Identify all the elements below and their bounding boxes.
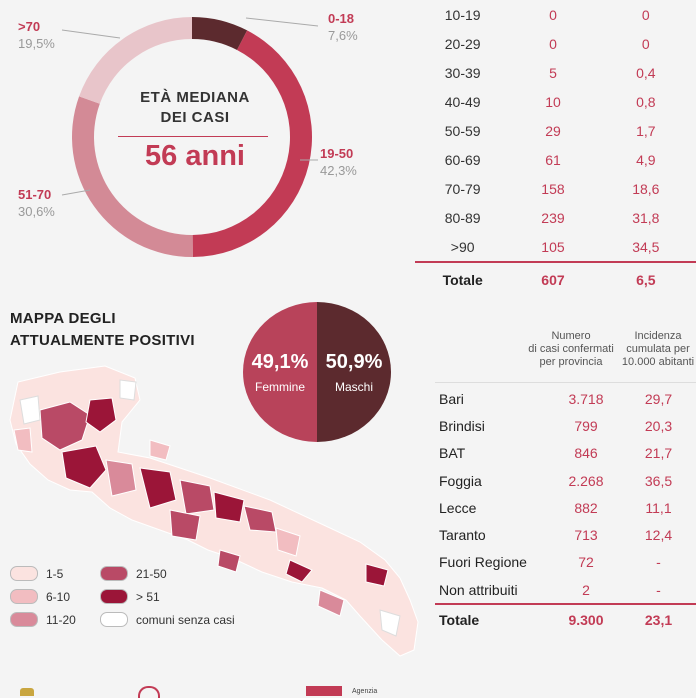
legend-item-over51: > 51 — [100, 589, 160, 604]
table-row: 30-39 5 0,4 — [444, 64, 656, 81]
province-table: Bari 3.718 29,7 Brindisi 799 20,3 BAT 846 21,7… — [435, 385, 696, 636]
province-header-divider — [435, 382, 696, 383]
table-row: Bari 3.718 29,7 — [439, 390, 673, 407]
municipality-cluster — [39, 401, 91, 451]
female-block: 49,1% Femmine — [243, 302, 317, 442]
municipality-cluster — [19, 395, 41, 425]
municipality-cluster — [213, 491, 245, 523]
municipality-cluster — [13, 427, 33, 453]
table-row: Non attribuiti 2- — [439, 581, 661, 598]
donut-center-title: ETÀ MEDIANA DEI CASI — [140, 89, 250, 126]
legend-swatch — [100, 566, 128, 581]
female-pct: 49,1% — [251, 350, 309, 373]
donut-slice-19-50 — [192, 30, 313, 257]
agency-logo-text: Agenzia — [352, 688, 378, 695]
region-outline — [9, 365, 419, 657]
municipality-cluster — [217, 549, 241, 573]
age-donut-chart — [61, 17, 319, 258]
table-row: Foggia 2.268 36,5 — [439, 472, 673, 489]
legend-swatch — [10, 612, 38, 627]
female-half — [243, 302, 317, 442]
table-row: BAT 846 21,7 — [439, 445, 673, 462]
agency-logo — [306, 686, 342, 696]
puglia-map — [9, 365, 419, 657]
donut-label-over70: >70 19,5% — [18, 19, 55, 51]
coat-of-arms-logo — [20, 688, 34, 696]
region-logo — [138, 686, 160, 698]
municipality-cluster — [85, 397, 117, 433]
municipality-cluster — [105, 459, 137, 497]
table-row: Fuori Regione 72- — [439, 554, 661, 571]
table-row: 70-79 158 18,6 — [444, 180, 660, 197]
table-row: Taranto 713 12,4 — [439, 527, 673, 544]
male-half — [317, 302, 391, 442]
leader-line-51-70 — [61, 189, 91, 196]
legend-item-11-20: 11-20 — [10, 612, 76, 627]
municipality-cluster — [317, 589, 345, 617]
male-pct: 50,9% — [325, 350, 383, 373]
province-header-incidence: Incidenza cumulata per 10.000 abitanti — [621, 330, 695, 368]
legend-swatch — [10, 566, 38, 581]
municipality-cluster — [61, 445, 107, 489]
legend-item-21-50: 21-50 — [100, 566, 167, 581]
municipality-cluster — [149, 439, 171, 461]
municipality-cluster — [379, 609, 401, 637]
donut-slice-0-18 — [192, 17, 248, 50]
female-label: Femmine — [254, 379, 305, 394]
table-row: 10-19 0 0 — [444, 6, 650, 23]
table-total-row: Totale 607 6,5 — [415, 261, 696, 297]
table-row: >90 105 34,5 — [450, 238, 660, 255]
donut-label-19-50: 19-50 42,3% — [320, 146, 357, 178]
table-row: 60-69 61 4,9 — [444, 151, 656, 168]
donut-center-divider — [118, 136, 268, 137]
donut-slice-51-70 — [71, 96, 193, 258]
leader-line-over70 — [61, 29, 121, 39]
map-title: MAPPA DEGLI ATTUALMENTE POSITIVI — [10, 310, 195, 349]
municipality-cluster — [169, 509, 201, 541]
donut-slice-over70 — [79, 17, 192, 104]
leader-line-0-18 — [245, 17, 319, 27]
municipality-cluster — [285, 559, 313, 583]
male-block: 50,9% Maschi — [317, 302, 391, 442]
table-row: 80-89 239 31,8 — [444, 209, 660, 226]
table-row: 20-29 0 0 — [444, 35, 650, 52]
legend-swatch — [10, 589, 38, 604]
table-row: Brindisi 799 20,3 — [439, 417, 673, 434]
table-row: Lecce 882 11,1 — [439, 499, 672, 516]
donut-label-51-70: 51-70 30,6% — [18, 187, 55, 219]
table-total-row: Totale 9.300 23,1 — [435, 603, 696, 636]
male-label: Maschi — [334, 379, 373, 394]
legend-swatch — [100, 589, 128, 604]
gender-circle — [243, 302, 391, 442]
legend-item-1-5: 1-5 — [10, 566, 63, 581]
table-row: 50-59 29 1,7 — [444, 122, 656, 139]
municipality-cluster — [119, 379, 137, 401]
legend-item-6-10: 6-10 — [10, 589, 70, 604]
donut-center-value: 56 anni — [145, 140, 245, 172]
legend-item-no-cases: comuni senza casi — [100, 612, 235, 627]
age-table: 10-19 0 0 20-29 0 0 30-39 5 0,4 40-49 10 0,8 50-… — [415, 0, 696, 297]
municipality-cluster — [365, 563, 389, 587]
legend-swatch — [100, 612, 128, 627]
municipality-cluster — [139, 467, 177, 509]
donut-label-0-18: 0-18 7,6% — [328, 11, 358, 43]
municipality-cluster — [179, 479, 215, 515]
province-header-cases: Numero di casi confermati per provincia — [528, 330, 614, 368]
municipality-cluster — [275, 527, 301, 557]
table-row: 40-49 10 0,8 — [444, 93, 656, 110]
